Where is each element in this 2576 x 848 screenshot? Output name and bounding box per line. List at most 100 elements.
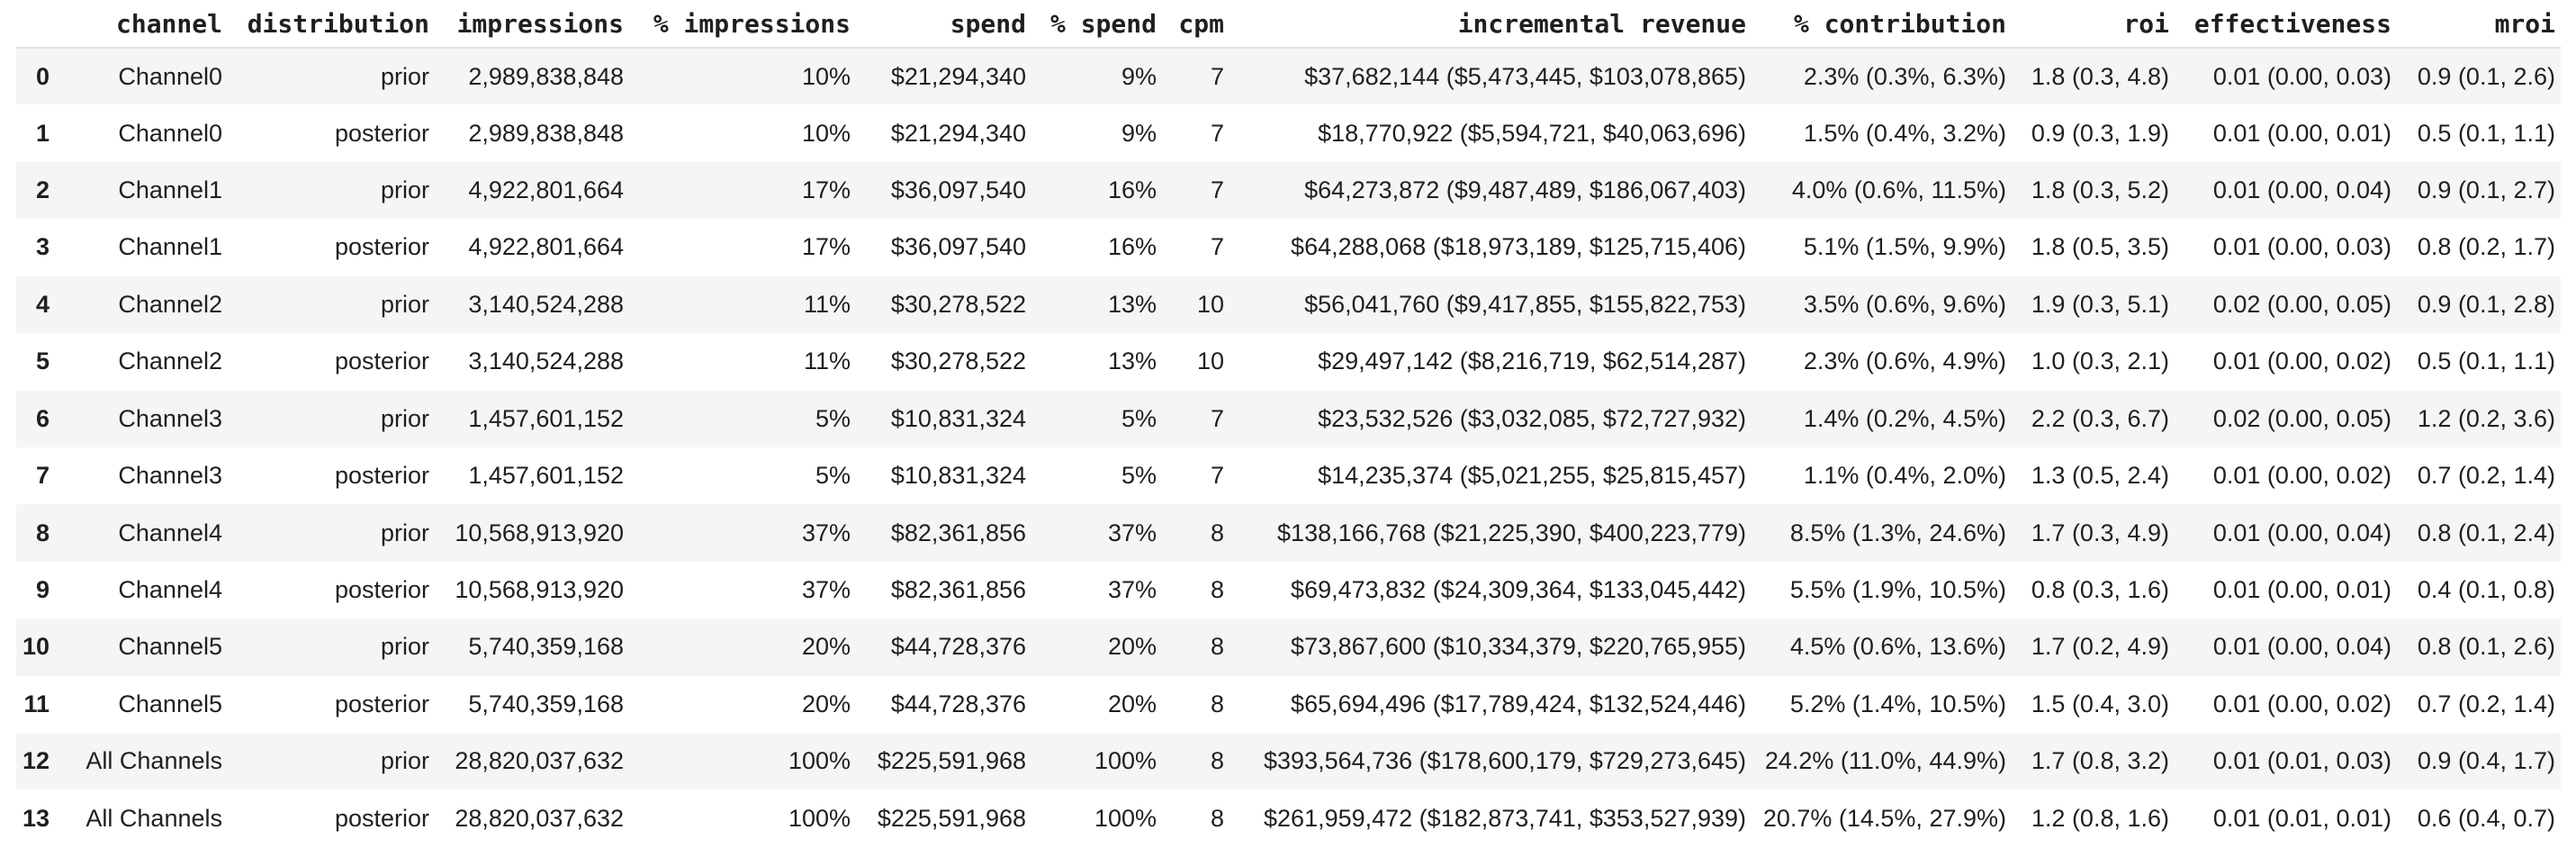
- cell-pct-spend: 5%: [1121, 462, 1157, 490]
- cell-pct-impressions: 17%: [801, 233, 851, 261]
- cell-roi: 1.0 (0.3, 2.1): [2031, 347, 2169, 375]
- cell-pct-impressions: 5%: [815, 404, 851, 432]
- cell-effectiveness: 0.01 (0.01, 0.03): [2212, 747, 2391, 775]
- cell-roi: 2.2 (0.3, 6.7): [2031, 404, 2169, 432]
- cell-pct-impressions: 20%: [801, 633, 851, 661]
- cell-spend: $30,278,522: [890, 347, 1026, 375]
- column-header-roi: roi: [2006, 0, 2169, 49]
- table-row: 1 Channel0 posterior 2,989,838,848 10% $21,29…: [16, 104, 2561, 161]
- cell-mroi: 0.8 (0.1, 2.4): [2417, 519, 2555, 546]
- cell-roi: 0.8 (0.3, 1.6): [2031, 576, 2169, 603]
- cell-spend: $82,361,856: [890, 519, 1026, 546]
- cell-distribution: posterior: [334, 119, 429, 147]
- table-row: 8 Channel4 prior 10,568,913,920 37% $82,361,8…: [16, 504, 2561, 562]
- cell-impressions: 28,820,037,632: [455, 747, 624, 775]
- cell-mroi: 0.7 (0.2, 1.4): [2417, 462, 2555, 490]
- cell-pct-spend: 5%: [1121, 404, 1157, 432]
- cell-impressions: 4,922,801,664: [468, 176, 624, 204]
- cell-channel: Channel1: [118, 176, 222, 204]
- cell-cpm: 8: [1210, 804, 1224, 832]
- cell-pct-spend: 100%: [1094, 804, 1157, 832]
- cell-pct-impressions: 100%: [788, 804, 851, 832]
- cell-impressions: 2,989,838,848: [468, 119, 624, 147]
- cell-impressions: 2,989,838,848: [468, 62, 624, 90]
- cell-cpm: 7: [1210, 462, 1224, 490]
- cell-incremental-revenue: $73,867,600 ($10,334,379, $220,765,955): [1291, 633, 1746, 661]
- cell-cpm: 10: [1196, 290, 1224, 318]
- cell-distribution: prior: [380, 290, 429, 318]
- cell-roi: 0.9 (0.3, 1.9): [2031, 119, 2169, 147]
- cell-distribution: posterior: [334, 690, 429, 717]
- cell-incremental-revenue: $69,473,832 ($24,309,364, $133,045,442): [1291, 576, 1746, 603]
- cell-effectiveness: 0.02 (0.00, 0.05): [2212, 290, 2391, 318]
- cell-effectiveness: 0.01 (0.00, 0.02): [2212, 347, 2391, 375]
- cell-channel: All Channels: [86, 804, 222, 832]
- cell-spend: $21,294,340: [890, 62, 1026, 90]
- cell-pct-contribution: 1.4% (0.2%, 4.5%): [1803, 404, 2006, 432]
- cell-spend: $30,278,522: [890, 290, 1026, 318]
- cell-pct-spend: 16%: [1107, 233, 1157, 261]
- cell-channel: Channel1: [118, 233, 222, 261]
- cell-roi: 1.8 (0.3, 5.2): [2031, 176, 2169, 204]
- table-row: 6 Channel3 prior 1,457,601,152 5% $10,831,324…: [16, 390, 2561, 447]
- cell-cpm: 10: [1196, 347, 1224, 375]
- cell-pct-contribution: 1.1% (0.4%, 2.0%): [1803, 462, 2006, 490]
- cell-incremental-revenue: $37,682,144 ($5,473,445, $103,078,865): [1304, 62, 1746, 90]
- cell-impressions: 1,457,601,152: [468, 462, 624, 490]
- cell-mroi: 0.9 (0.1, 2.7): [2417, 176, 2555, 204]
- cell-mroi: 0.5 (0.1, 1.1): [2417, 119, 2555, 147]
- row-index: 0: [35, 62, 50, 90]
- cell-distribution: prior: [380, 519, 429, 546]
- cell-incremental-revenue: $56,041,760 ($9,417,855, $155,822,753): [1304, 290, 1746, 318]
- cell-pct-impressions: 17%: [801, 176, 851, 204]
- cell-spend: $36,097,540: [890, 233, 1026, 261]
- cell-distribution: posterior: [334, 347, 429, 375]
- cell-roi: 1.3 (0.5, 2.4): [2031, 462, 2169, 490]
- table-row: 7 Channel3 posterior 1,457,601,152 5% $10,831…: [16, 447, 2561, 504]
- cell-incremental-revenue: $23,532,526 ($3,032,085, $72,727,932): [1318, 404, 1746, 432]
- cell-spend: $82,361,856: [890, 576, 1026, 603]
- table-row: 13 All Channels posterior 28,820,037,632 100…: [16, 789, 2561, 846]
- cell-channel: Channel5: [118, 633, 222, 661]
- cell-pct-contribution: 24.2% (11.0%, 44.9%): [1764, 747, 2006, 775]
- cell-distribution: posterior: [334, 804, 429, 832]
- cell-incremental-revenue: $18,770,922 ($5,594,721, $40,063,696): [1318, 119, 1746, 147]
- table-row: 5 Channel2 posterior 3,140,524,288 11% $30,27…: [16, 333, 2561, 390]
- cell-channel: Channel2: [118, 347, 222, 375]
- cell-pct-spend: 37%: [1107, 576, 1157, 603]
- cell-cpm: 8: [1210, 633, 1224, 661]
- cell-effectiveness: 0.01 (0.00, 0.03): [2212, 233, 2391, 261]
- cell-roi: 1.8 (0.3, 4.8): [2031, 62, 2169, 90]
- column-header-cpm: cpm: [1157, 0, 1224, 49]
- cell-incremental-revenue: $393,564,736 ($178,600,179, $729,273,645…: [1264, 747, 1746, 775]
- cell-mroi: 0.4 (0.1, 0.8): [2417, 576, 2555, 603]
- cell-pct-impressions: 37%: [801, 519, 851, 546]
- cell-cpm: 8: [1210, 747, 1224, 775]
- column-header-impressions: impressions: [429, 0, 624, 49]
- cell-channel: Channel2: [118, 290, 222, 318]
- cell-distribution: prior: [380, 633, 429, 661]
- cell-channel: All Channels: [86, 747, 222, 775]
- cell-mroi: 0.8 (0.2, 1.7): [2417, 233, 2555, 261]
- column-header-pct-impressions: % impressions: [624, 0, 851, 49]
- cell-pct-contribution: 4.0% (0.6%, 11.5%): [1791, 176, 2006, 204]
- cell-cpm: 8: [1210, 690, 1224, 717]
- cell-incremental-revenue: $64,273,872 ($9,487,489, $186,067,403): [1304, 176, 1746, 204]
- cell-spend: $225,591,968: [877, 804, 1026, 832]
- column-header-incremental-revenue: incremental revenue: [1224, 0, 1746, 49]
- cell-pct-spend: 13%: [1107, 347, 1157, 375]
- cell-pct-spend: 20%: [1107, 633, 1157, 661]
- table-row: 9 Channel4 posterior 10,568,913,920 37% $82,3…: [16, 562, 2561, 618]
- cell-roi: 1.5 (0.4, 3.0): [2031, 690, 2169, 717]
- cell-channel: Channel4: [118, 576, 222, 603]
- table-row: 3 Channel1 posterior 4,922,801,664 17% $36,09…: [16, 219, 2561, 275]
- cell-pct-contribution: 20.7% (14.5%, 27.9%): [1762, 804, 2006, 832]
- row-index: 3: [35, 233, 50, 261]
- cell-incremental-revenue: $138,166,768 ($21,225,390, $400,223,779): [1277, 519, 1746, 546]
- cell-impressions: 5,740,359,168: [468, 633, 624, 661]
- cell-pct-spend: 37%: [1107, 519, 1157, 546]
- table-header-row: channel distribution impressions% impressi…: [16, 0, 2561, 49]
- cell-effectiveness: 0.01 (0.00, 0.04): [2212, 519, 2391, 546]
- table-row: 11 Channel5 posterior 5,740,359,168 20% $44,7…: [16, 676, 2561, 733]
- cell-roi: 1.7 (0.8, 3.2): [2031, 747, 2169, 775]
